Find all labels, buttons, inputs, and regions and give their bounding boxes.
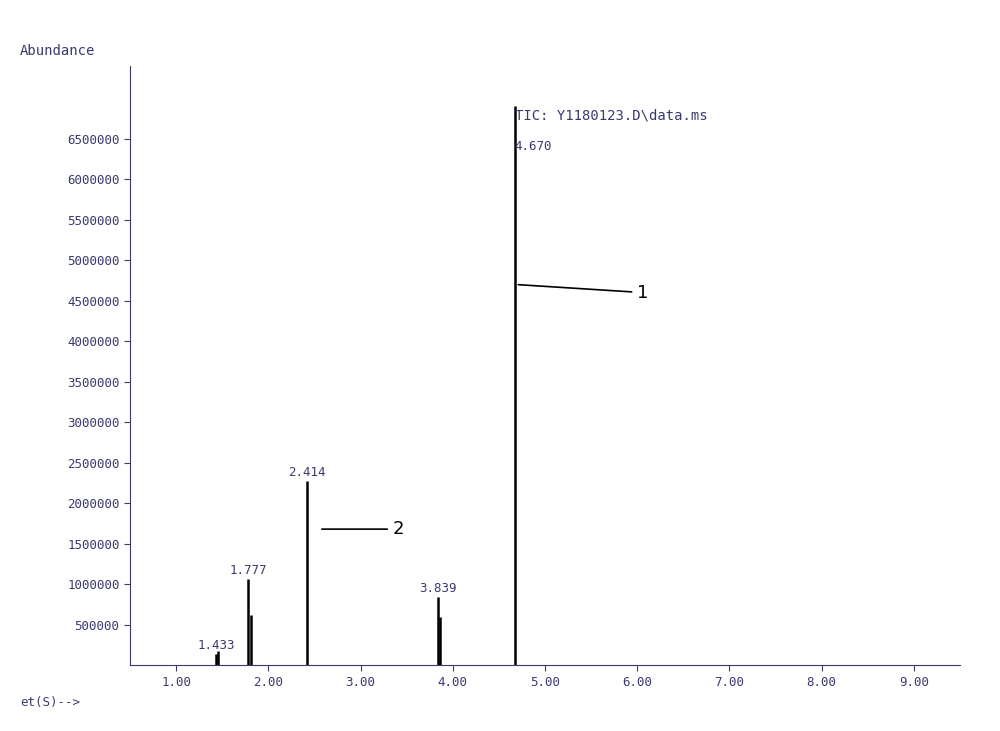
Text: TIC: Y1180123.D\data.ms: TIC: Y1180123.D\data.ms — [515, 109, 707, 123]
Text: 1: 1 — [518, 284, 649, 302]
Text: et(S)-->: et(S)--> — [20, 696, 80, 709]
Text: 4.670: 4.670 — [515, 140, 552, 153]
Text: 1.433: 1.433 — [197, 639, 235, 652]
Text: 3.839: 3.839 — [419, 582, 457, 595]
Text: 2.414: 2.414 — [288, 466, 325, 479]
Text: Abundance: Abundance — [20, 44, 95, 58]
Text: 2: 2 — [322, 520, 404, 538]
Text: 1.777: 1.777 — [229, 564, 267, 577]
